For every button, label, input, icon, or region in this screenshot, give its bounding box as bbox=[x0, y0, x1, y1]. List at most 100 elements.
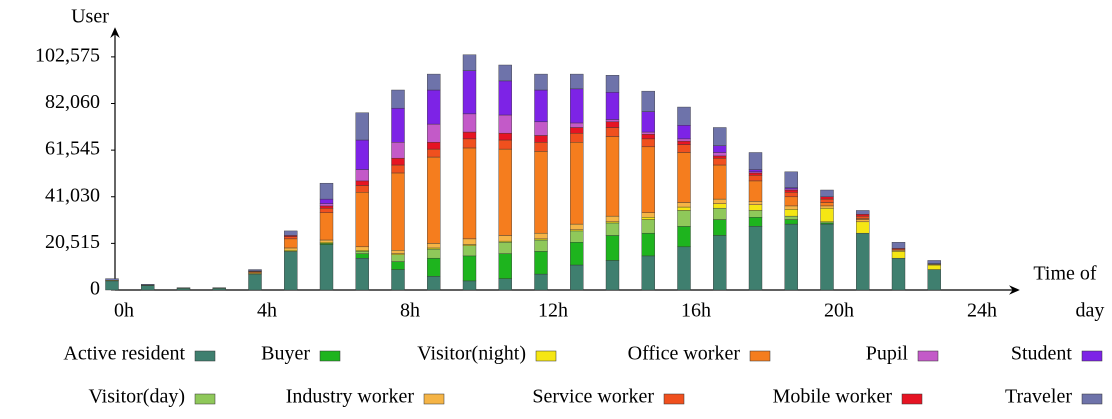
bar-segment bbox=[534, 142, 548, 152]
bar-segment bbox=[748, 210, 763, 218]
legend-swatch bbox=[1081, 350, 1103, 362]
legend-label: Student bbox=[1011, 343, 1073, 365]
bar-segment bbox=[462, 255, 477, 282]
bar-segment bbox=[927, 264, 941, 270]
bar-segment bbox=[319, 198, 334, 204]
bar-segment bbox=[605, 235, 620, 261]
x-tick-label: 20h bbox=[824, 300, 854, 322]
bar-segment bbox=[355, 251, 369, 254]
bar-segment bbox=[641, 111, 655, 133]
bar-segment bbox=[570, 223, 584, 230]
bar-segment bbox=[570, 142, 584, 225]
bar-segment bbox=[498, 253, 512, 279]
legend-label: Industry worker bbox=[286, 386, 415, 408]
bar-segment bbox=[713, 203, 727, 209]
bar-segment bbox=[319, 205, 334, 209]
bar-segment bbox=[462, 238, 477, 245]
bar-segment bbox=[570, 127, 584, 134]
y-tick-label: 41,030 bbox=[45, 184, 100, 206]
bar-segment bbox=[677, 106, 691, 126]
legend-label: Active resident bbox=[63, 343, 185, 365]
bar-segment bbox=[677, 210, 691, 227]
bar-segment bbox=[427, 73, 441, 91]
bar-segment bbox=[641, 255, 655, 291]
bar-segment bbox=[391, 164, 405, 174]
x-axis-label: day bbox=[1076, 300, 1105, 322]
bar-segment bbox=[748, 152, 763, 170]
bar-segment bbox=[605, 222, 620, 236]
bar-segment bbox=[570, 242, 584, 266]
bar-segment bbox=[534, 89, 548, 123]
bar-segment bbox=[713, 198, 727, 204]
bar-segment bbox=[891, 257, 906, 291]
bar-segment bbox=[105, 278, 119, 281]
bar-segment bbox=[355, 257, 369, 291]
bar-segment bbox=[677, 226, 691, 248]
bar-segment bbox=[462, 113, 477, 133]
x-tick-label: 24h bbox=[967, 300, 997, 322]
bar-segment bbox=[570, 132, 584, 143]
bar-segment bbox=[319, 182, 334, 200]
bar-segment bbox=[570, 88, 584, 124]
bar-segment bbox=[284, 236, 298, 240]
bar-segment bbox=[820, 223, 834, 291]
legend-label: Office worker bbox=[628, 343, 741, 365]
bar-segment bbox=[355, 139, 369, 170]
bar-segment bbox=[641, 219, 655, 234]
bar-segment bbox=[391, 142, 405, 159]
bar-segment bbox=[391, 261, 405, 270]
bar-segment bbox=[141, 285, 155, 291]
bar-segment bbox=[105, 280, 119, 291]
bar-segment bbox=[641, 232, 655, 257]
bar-segment bbox=[534, 121, 548, 136]
legend-swatch bbox=[194, 350, 216, 362]
bar-segment bbox=[641, 212, 655, 218]
bar-segment bbox=[713, 145, 727, 153]
bar-segment bbox=[355, 180, 369, 186]
bar-segment bbox=[427, 257, 441, 277]
bar-segment bbox=[641, 146, 655, 213]
bar-segment bbox=[713, 127, 727, 146]
y-tick-label: 61,545 bbox=[45, 138, 100, 160]
legend-swatch bbox=[319, 350, 341, 362]
bar-segment bbox=[248, 269, 262, 272]
bar-segment bbox=[462, 138, 477, 149]
legend-label: Buyer bbox=[261, 343, 310, 365]
bar-segment bbox=[462, 245, 477, 257]
bar-segment bbox=[748, 169, 763, 173]
bar-segment bbox=[748, 226, 763, 291]
bar-segment bbox=[820, 205, 834, 209]
bar-segment bbox=[534, 135, 548, 143]
bar-segment bbox=[319, 239, 334, 243]
bar-segment bbox=[534, 151, 548, 234]
bar-segment bbox=[677, 140, 691, 145]
bar-segment bbox=[856, 214, 870, 217]
legend-swatch bbox=[901, 393, 923, 405]
bar-segment bbox=[355, 192, 369, 248]
bar-segment bbox=[498, 278, 512, 291]
bar-segment bbox=[498, 132, 512, 141]
bar-segment bbox=[748, 204, 763, 211]
x-tick-label: 8h bbox=[400, 300, 420, 322]
bar-segment bbox=[784, 209, 798, 217]
x-tick-label: 12h bbox=[538, 300, 568, 322]
bar-segment bbox=[856, 215, 870, 219]
bar-segment bbox=[748, 217, 763, 227]
bar-segment bbox=[427, 123, 441, 143]
bar-segment bbox=[820, 189, 834, 198]
bar-segment bbox=[534, 251, 548, 275]
bar-segment bbox=[391, 254, 405, 262]
bar-segment bbox=[534, 73, 548, 91]
bar-segment bbox=[927, 269, 941, 291]
bar-segment bbox=[641, 90, 655, 112]
bar-segment bbox=[355, 185, 369, 193]
bar-segment bbox=[784, 196, 798, 207]
bar-segment bbox=[462, 280, 477, 291]
bar-segment bbox=[641, 131, 655, 135]
legend-swatch bbox=[1081, 393, 1103, 405]
bar-segment bbox=[355, 246, 369, 251]
bar-segment bbox=[784, 189, 798, 193]
bar-segment bbox=[891, 251, 906, 259]
bar-segment bbox=[856, 210, 870, 215]
legend-label: Service worker bbox=[532, 386, 654, 408]
